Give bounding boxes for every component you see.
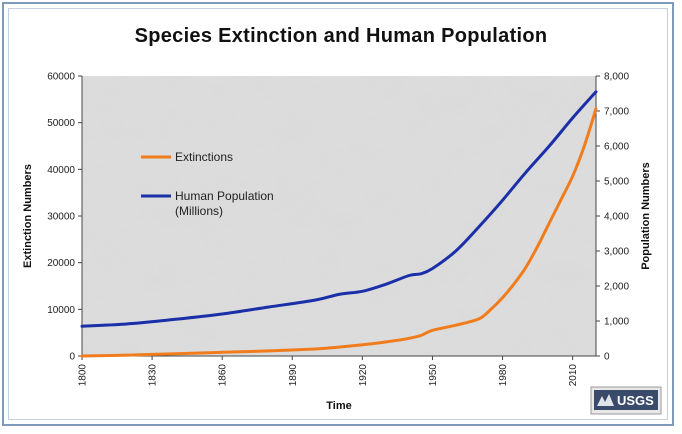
y-right-tick-label: 6,000 bbox=[604, 142, 629, 153]
usgs-logo-mark-icon bbox=[597, 394, 614, 406]
legend-label-extinctions: Extinctions bbox=[175, 150, 233, 164]
y-right-tick-label: 0 bbox=[604, 352, 610, 363]
y-left-tick-label: 50000 bbox=[47, 118, 75, 129]
y-left-tick-label: 30000 bbox=[47, 212, 75, 223]
y-right-tick-label: 1,000 bbox=[604, 317, 629, 328]
plot-area bbox=[82, 76, 596, 356]
y-right-tick-label: 5,000 bbox=[604, 177, 629, 188]
y-right-tick-label: 4,000 bbox=[604, 212, 629, 223]
series-layer bbox=[80, 90, 598, 358]
series-line-extinctions bbox=[80, 107, 598, 358]
x-tick-label: 1890 bbox=[288, 364, 299, 387]
left-axis-ticks: 0 10000 20000 30000 40000 50000 60000 bbox=[47, 72, 82, 363]
y-left-tick-label: 40000 bbox=[47, 165, 75, 176]
chart-frame-inner-border bbox=[8, 8, 668, 420]
y-left-tick-label: 0 bbox=[69, 352, 75, 363]
y-axis-left-title: Extinction Numbers bbox=[22, 164, 34, 268]
y-left-tick-label: 20000 bbox=[47, 258, 75, 269]
y-right-tick-label: 8,000 bbox=[604, 72, 629, 83]
x-tick-label: 1830 bbox=[148, 364, 159, 387]
y-right-tick-label: 3,000 bbox=[604, 247, 629, 258]
x-tick-label: 1980 bbox=[498, 364, 509, 387]
x-tick-label: 1800 bbox=[78, 364, 89, 387]
y-right-tick-label: 7,000 bbox=[604, 107, 629, 118]
y-left-tick-label: 60000 bbox=[47, 72, 75, 83]
legend-label-population-line: (Millions) bbox=[175, 204, 223, 218]
x-tick-label: 1860 bbox=[218, 364, 229, 387]
chart-title: Species Extinction and Human Population bbox=[135, 25, 548, 47]
x-tick-label: 1920 bbox=[358, 364, 369, 387]
x-tick-label: 1950 bbox=[428, 364, 439, 387]
x-axis-ticks: 1800 1830 1860 1890 1920 1950 1980 2010 bbox=[78, 356, 579, 387]
x-tick-label: 2010 bbox=[568, 364, 579, 387]
y-axis-right-title: Population Numbers bbox=[640, 162, 652, 270]
x-axis-title: Time bbox=[326, 400, 351, 412]
usgs-logo-text: USGS bbox=[617, 393, 654, 408]
y-left-tick-label: 10000 bbox=[47, 305, 75, 316]
y-right-tick-label: 2,000 bbox=[604, 282, 629, 293]
legend-label-population: Human Population (Millions) bbox=[175, 189, 274, 218]
right-axis-ticks: 0 1,000 2,000 3,000 4,000 5,000 6,000 7,000 8,00… bbox=[596, 72, 629, 363]
legend-label-population-line: Human Population bbox=[175, 189, 274, 203]
plot-marble-texture bbox=[82, 76, 596, 356]
legend: Extinctions Human Population (Millions) bbox=[141, 150, 274, 218]
series-line-population bbox=[80, 90, 598, 328]
usgs-logo: USGS bbox=[590, 386, 662, 415]
